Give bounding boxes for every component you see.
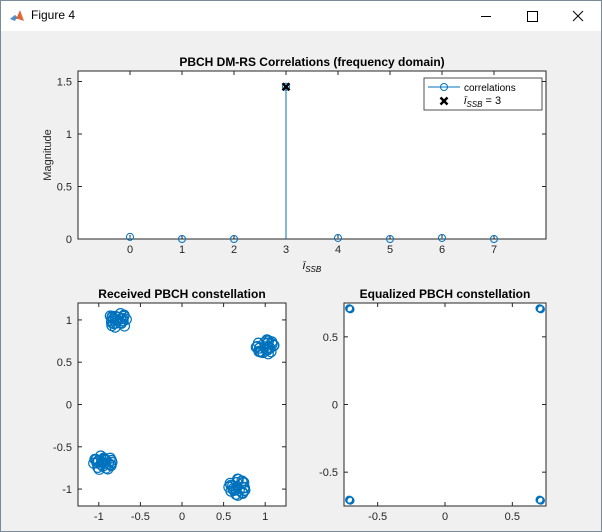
- x-marker-stroke: [439, 96, 449, 106]
- stem-marker: [230, 235, 238, 243]
- title-bar[interactable]: Figure 4: [1, 1, 601, 31]
- stem-marker: [386, 235, 394, 243]
- x-marker-stroke: [281, 82, 291, 92]
- stem-marker: [126, 232, 134, 241]
- constellation-point: [231, 476, 243, 489]
- figure-canvas: PBCH DM-RS Correlations (frequency domai…: [42, 55, 547, 523]
- y-tick-label: 1: [66, 129, 72, 141]
- x-tick-label: 6: [439, 244, 445, 256]
- axes-box: [77, 302, 287, 507]
- chart-title: Received PBCH constellation: [98, 287, 265, 301]
- x-tick-label: -0.5: [368, 511, 387, 523]
- y-tick-label: 1.5: [57, 77, 72, 89]
- constellation-point: [115, 317, 128, 329]
- window-title: Figure 4: [31, 8, 76, 22]
- y-tick-label: 0.5: [57, 357, 72, 369]
- minimize-button[interactable]: [463, 1, 509, 31]
- legend-circle-marker: [440, 83, 448, 91]
- x-tick-label: 0.5: [505, 511, 520, 523]
- y-tick-label: -0.5: [53, 442, 72, 454]
- stem-marker: [490, 235, 498, 243]
- constellation-point: [259, 341, 271, 353]
- constellation-point: [100, 462, 112, 474]
- legend-label: īSSB = 3: [464, 95, 501, 109]
- chart-title: Equalized PBCH constellation: [360, 287, 531, 301]
- stem-marker: [334, 233, 342, 242]
- legend-x-marker: [439, 96, 449, 106]
- x-tick-label: 0: [179, 511, 185, 523]
- x-tick-label: 4: [335, 244, 341, 256]
- constellation-point: [236, 486, 249, 499]
- constellation-point: [227, 483, 239, 495]
- close-button[interactable]: [555, 1, 601, 31]
- correlation-chart: PBCH DM-RS Correlations (frequency domai…: [42, 55, 547, 274]
- y-tick-label: -0.5: [319, 467, 338, 479]
- y-tick-label: 0: [332, 400, 338, 412]
- constellation-point: [536, 305, 545, 314]
- minimize-icon: [481, 16, 491, 17]
- constellation-point: [238, 482, 250, 494]
- x-tick-label: -1: [94, 511, 104, 523]
- maximize-button[interactable]: [509, 1, 555, 31]
- x-tick-label: 1: [179, 244, 185, 256]
- received-constellation-chart: Received PBCH constellation -1 -0.5 0 0.5 1 -1…: [53, 287, 287, 523]
- y-axis-label: Magnitude: [42, 129, 54, 180]
- y-tick-label: 1: [66, 315, 72, 327]
- constellation-point: [110, 317, 122, 329]
- axes-box: [343, 302, 547, 507]
- constellation-point: [89, 453, 101, 465]
- stem-marker: [282, 82, 290, 91]
- y-tick-label: 0: [66, 400, 72, 412]
- x-tick-label: 5: [387, 244, 393, 256]
- constellation-point: [346, 305, 355, 314]
- constellation-point: [536, 496, 545, 505]
- x-tick-label: 2: [231, 244, 237, 256]
- close-icon: [572, 10, 584, 22]
- y-tick-label: -1: [62, 484, 72, 496]
- matlab-icon: [9, 8, 25, 24]
- y-tick-label: 0.5: [57, 182, 72, 194]
- equalized-constellation-chart: Equalized PBCH constellation -0.5 0 0.5 -0.5…: [319, 287, 547, 523]
- x-tick-label: 1: [262, 511, 268, 523]
- x-tick-label: 3: [283, 244, 289, 256]
- maximize-icon: [527, 11, 538, 22]
- x-tick-label: 7: [491, 244, 497, 256]
- stem-marker: [178, 235, 186, 243]
- x-tick-label: -0.5: [131, 511, 150, 523]
- legend-label: correlations: [464, 83, 516, 94]
- constellation-point: [104, 310, 116, 322]
- x-tick-label: 0.5: [216, 511, 231, 523]
- stem-marker: [438, 233, 446, 242]
- x-tick-label: 0: [127, 244, 133, 256]
- constellation-point: [112, 311, 124, 323]
- x-axis-label: īSSB: [303, 260, 322, 274]
- chart-title: PBCH DM-RS Correlations (frequency domai…: [179, 55, 444, 69]
- peak-x-marker: [281, 82, 291, 92]
- x-tick-label: 0: [442, 511, 448, 523]
- constellation-point: [346, 496, 355, 505]
- y-tick-label: 0: [66, 234, 72, 246]
- y-tick-label: 0.5: [323, 332, 338, 344]
